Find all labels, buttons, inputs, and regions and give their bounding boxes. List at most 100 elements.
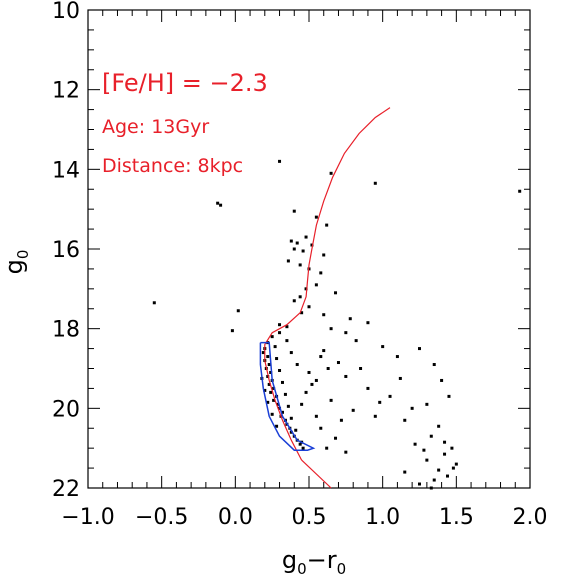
star-point bbox=[261, 351, 265, 355]
x-axis-ticks: −1.0 −0.5 0.0 0.5 1.0 1.5 2.0 bbox=[61, 10, 548, 530]
star-point bbox=[373, 414, 377, 418]
star-point bbox=[269, 390, 273, 394]
star-point bbox=[273, 345, 277, 349]
x-tick-label: 0.5 bbox=[292, 505, 327, 530]
star-point bbox=[403, 470, 407, 474]
star-point bbox=[451, 466, 455, 470]
star-point bbox=[314, 215, 318, 219]
star-point bbox=[304, 287, 308, 291]
star-point bbox=[319, 426, 323, 430]
star-point bbox=[298, 263, 302, 267]
distance-annotation: Distance: 8kpc bbox=[102, 155, 243, 177]
star-point bbox=[373, 181, 377, 185]
star-point bbox=[403, 418, 407, 422]
star-point bbox=[314, 414, 318, 418]
star-point bbox=[437, 468, 441, 472]
y-tick-label: 18 bbox=[52, 318, 80, 343]
star-point bbox=[336, 361, 340, 365]
star-point bbox=[298, 442, 302, 446]
star-point bbox=[322, 253, 326, 257]
star-point bbox=[329, 398, 333, 402]
star-point bbox=[295, 241, 299, 245]
star-point bbox=[322, 349, 326, 353]
star-point bbox=[286, 259, 290, 263]
star-point bbox=[344, 374, 348, 378]
x-tick-label: 1.5 bbox=[439, 505, 474, 530]
star-point bbox=[354, 339, 358, 343]
star-point bbox=[298, 295, 302, 299]
x-axis-title: g0−r0 bbox=[282, 546, 346, 575]
y-tick-label: 10 bbox=[52, 0, 80, 24]
star-point bbox=[294, 428, 298, 432]
star-point bbox=[310, 243, 314, 247]
star-point bbox=[295, 363, 299, 367]
y-tick-label: 16 bbox=[52, 238, 80, 263]
star-point bbox=[292, 247, 296, 251]
star-point bbox=[276, 402, 280, 406]
star-point bbox=[348, 317, 352, 321]
star-point bbox=[429, 486, 433, 490]
star-point bbox=[351, 408, 355, 412]
star-point bbox=[278, 323, 282, 327]
star-point bbox=[447, 394, 451, 398]
star-point bbox=[319, 355, 323, 359]
star-point bbox=[275, 357, 279, 361]
star-point bbox=[418, 347, 421, 351]
star-point bbox=[310, 382, 314, 386]
star-point bbox=[270, 335, 274, 339]
star-point bbox=[334, 436, 338, 440]
star-point bbox=[445, 474, 449, 478]
x-tick-label: −0.5 bbox=[135, 505, 188, 530]
star-point bbox=[359, 367, 363, 370]
star-point bbox=[381, 345, 385, 349]
star-point bbox=[292, 209, 296, 213]
star-point bbox=[230, 329, 234, 333]
star-point bbox=[269, 370, 273, 374]
y-axis-ticks: 10 12 14 16 18 20 22 bbox=[52, 0, 530, 502]
star-point bbox=[278, 159, 282, 163]
star-point bbox=[325, 223, 329, 227]
star-point bbox=[272, 398, 276, 402]
star-point bbox=[307, 370, 311, 374]
star-point bbox=[326, 367, 330, 370]
star-point bbox=[267, 382, 271, 386]
star-point bbox=[443, 452, 447, 456]
y-tick-label: 14 bbox=[52, 158, 80, 183]
star-point bbox=[307, 305, 311, 309]
star-point bbox=[395, 355, 399, 359]
star-point bbox=[280, 410, 284, 414]
star-point bbox=[437, 424, 441, 428]
star-point bbox=[289, 351, 293, 355]
star-point bbox=[272, 386, 276, 390]
star-point bbox=[292, 299, 296, 303]
star-point bbox=[366, 321, 370, 325]
star-point bbox=[285, 325, 289, 329]
star-point bbox=[429, 434, 433, 438]
star-point bbox=[329, 327, 333, 331]
x-tick-label: 0.0 bbox=[218, 505, 253, 530]
star-point bbox=[289, 416, 293, 420]
metallicity-annotation: [Fe/H] = −2.3 bbox=[102, 69, 268, 97]
star-point bbox=[270, 412, 274, 416]
age-annotation: Age: 13Gyr bbox=[102, 116, 209, 138]
star-point bbox=[266, 400, 270, 404]
x-tick-label: 2.0 bbox=[513, 505, 548, 530]
star-point bbox=[286, 404, 290, 408]
star-point bbox=[278, 331, 282, 335]
star-point bbox=[267, 363, 271, 367]
star-point bbox=[418, 482, 421, 486]
star-point bbox=[440, 378, 444, 382]
star-point bbox=[344, 450, 348, 454]
star-point bbox=[425, 402, 429, 406]
star-point bbox=[432, 478, 436, 482]
star-point bbox=[339, 418, 343, 422]
star-point bbox=[366, 386, 370, 390]
star-point bbox=[280, 380, 284, 384]
star-point bbox=[304, 235, 308, 239]
star-point bbox=[314, 378, 318, 382]
star-point bbox=[422, 448, 426, 452]
star-point bbox=[325, 446, 329, 450]
star-point bbox=[219, 203, 223, 207]
selection-box bbox=[259, 341, 316, 451]
